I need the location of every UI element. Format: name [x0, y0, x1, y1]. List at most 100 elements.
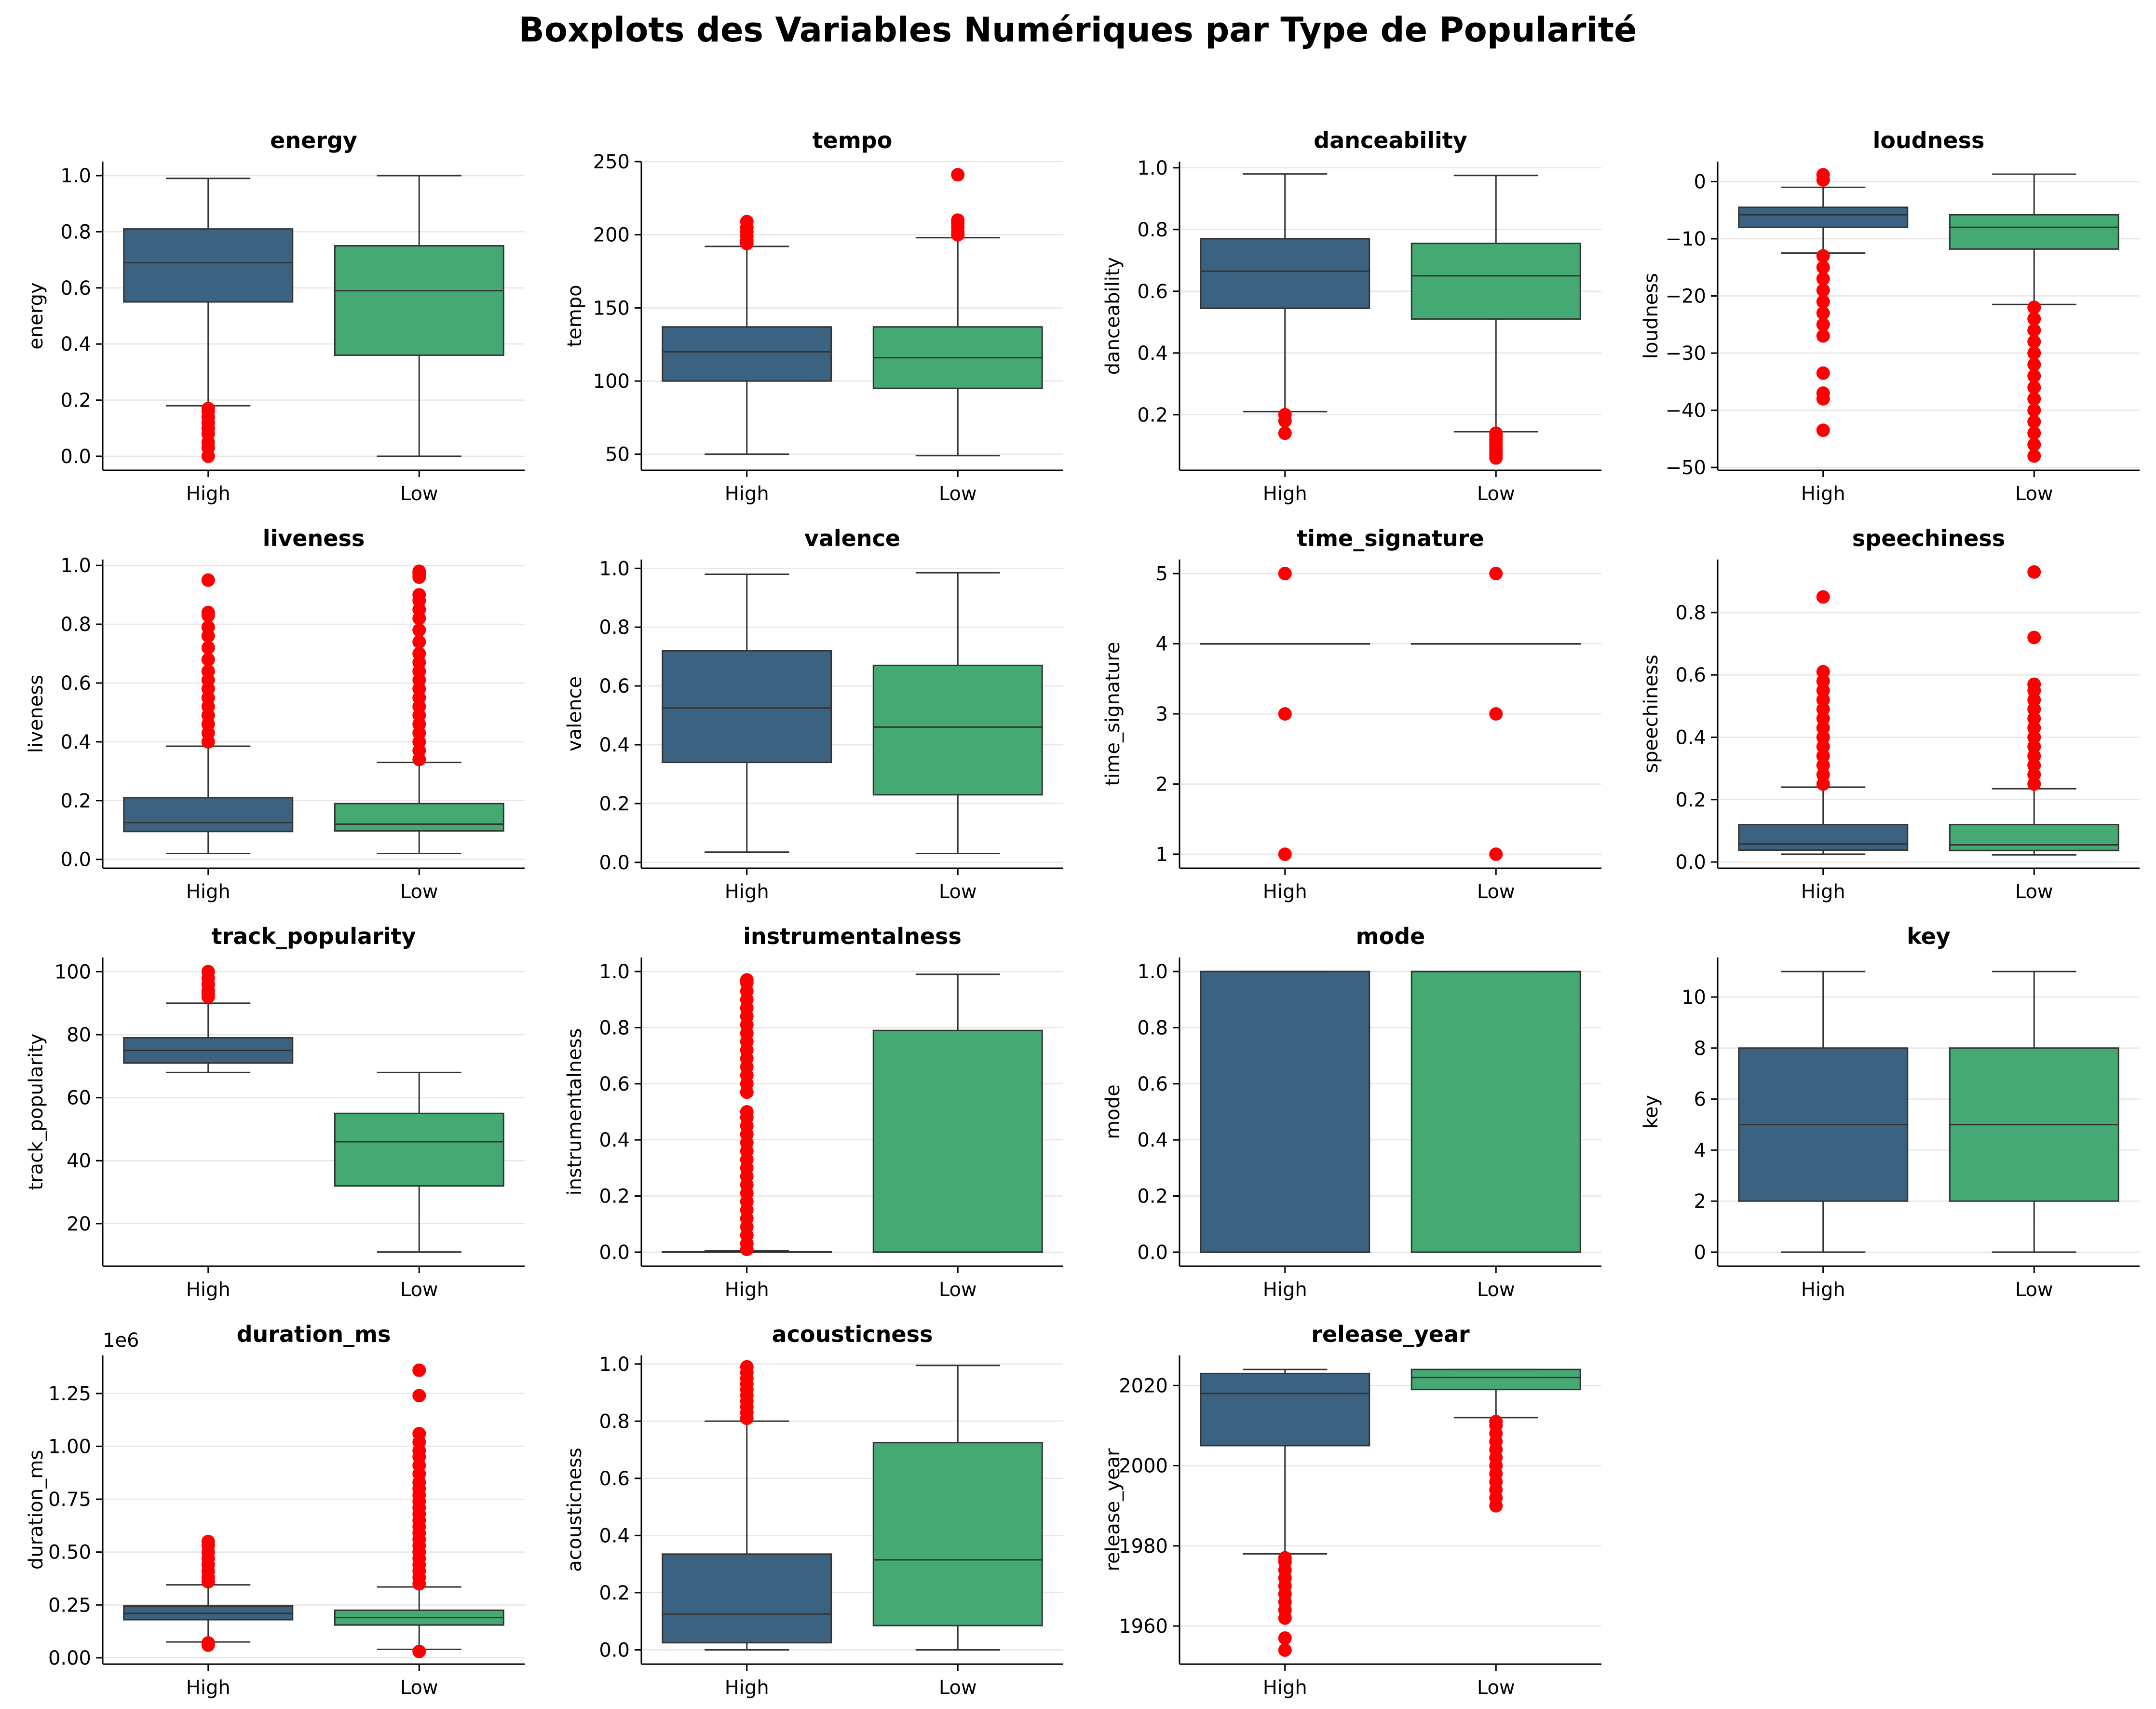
iqr-box	[334, 1112, 504, 1187]
subplot-liveness: 0.0 0.2 0.4 0.6 0.8 1.0 liveness liveness High Lo…	[25, 525, 525, 903]
y-tick-label: 1.0	[1137, 157, 1168, 179]
x-tick-label: High	[1263, 881, 1307, 903]
outlier-point	[2027, 749, 2041, 763]
box-low	[1949, 173, 2119, 463]
outlier-point	[740, 215, 754, 229]
y-tick-label: 0.4	[1675, 726, 1706, 749]
outlier-point	[1816, 665, 1830, 679]
outlier-point	[1816, 260, 1830, 274]
iqr-box	[1949, 214, 2119, 250]
outlier-point	[2027, 357, 2041, 371]
x-tick-label: High	[186, 1279, 231, 1301]
y-tick-label: 0.4	[60, 731, 91, 753]
iqr-box	[872, 1442, 1043, 1627]
outlier-point	[2027, 702, 2041, 716]
subplot-title: key	[1907, 923, 1951, 949]
y-axis-label: loudness	[1640, 273, 1662, 359]
y-tick-label: −10	[1666, 228, 1706, 250]
subplot-acousticness: 0.0 0.2 0.4 0.6 0.8 1.0 acousticness acousticne…	[564, 1321, 1063, 1699]
y-tick-label: 100	[593, 370, 630, 393]
axis-offset-label: 1e6	[103, 1329, 139, 1352]
x-tick-label: High	[1801, 1279, 1845, 1301]
outlier-point	[1816, 758, 1830, 772]
y-tick-label: 0.0	[60, 849, 91, 871]
outlier-point	[1278, 707, 1292, 721]
box-high	[123, 965, 294, 1073]
box-low	[334, 1071, 504, 1253]
outlier-point	[2027, 758, 2041, 772]
subplot-title: mode	[1356, 923, 1425, 949]
subplot-title: danceability	[1314, 127, 1467, 153]
box-high	[662, 973, 832, 1257]
y-tick-label: 2020	[1119, 1375, 1168, 1397]
outlier-point	[1816, 702, 1830, 716]
y-tick-label: 0.2	[599, 1186, 630, 1208]
y-tick-label: 1.0	[599, 558, 630, 580]
outlier-point	[1816, 306, 1830, 320]
iqr-box	[1410, 243, 1581, 320]
subplot-title: valence	[804, 525, 900, 551]
iqr-box	[334, 245, 504, 356]
y-tick-label: 1.00	[48, 1436, 91, 1458]
y-tick-label: 0.4	[60, 333, 91, 355]
y-tick-label: 0.2	[60, 790, 91, 812]
outlier-point	[1816, 366, 1830, 380]
subplot-speechiness: 0.0 0.2 0.4 0.6 0.8 speechiness speechiness Hig…	[1640, 525, 2140, 903]
outlier-point	[412, 1427, 426, 1441]
outlier-point	[740, 1105, 754, 1119]
iqr-box	[1738, 823, 1909, 851]
x-tick-label: Low	[939, 881, 977, 903]
subplot-title: speechiness	[1852, 525, 2005, 551]
y-tick-label: 0.2	[1137, 404, 1168, 426]
iqr-box	[1200, 1372, 1370, 1447]
y-axis-label: instrumentalness	[564, 1028, 586, 1196]
y-tick-label: 200	[593, 224, 630, 246]
outlier-point	[1816, 674, 1830, 688]
x-tick-label: Low	[939, 1279, 977, 1301]
x-tick-label: High	[186, 1677, 231, 1699]
subplot-time-signature: 1 2 3 4 5 time_signature time_signature High Low	[1102, 525, 1601, 903]
outlier-point	[1489, 847, 1503, 861]
y-tick-label: 3	[1156, 703, 1168, 725]
y-axis-label: liveness	[25, 675, 47, 753]
outlier-point	[1816, 272, 1830, 286]
box-high	[123, 178, 294, 463]
subplot-loudness: −50 −40 −30 −20 −10 0 loudness loudness High Low	[1640, 127, 2140, 505]
box-high	[1200, 567, 1370, 861]
outlier-point	[2027, 369, 2041, 383]
outlier-point	[2027, 565, 2041, 579]
y-tick-label: 0.0	[599, 1242, 630, 1264]
y-tick-label: 0.8	[1675, 602, 1706, 624]
outlier-point	[2027, 730, 2041, 744]
box-low	[1410, 175, 1581, 465]
x-tick-label: High	[725, 483, 769, 505]
y-tick-label: 0.8	[60, 221, 91, 243]
y-axis-label: time_signature	[1102, 642, 1124, 786]
outlier-point	[201, 664, 215, 678]
outlier-point	[1816, 329, 1830, 343]
iqr-box	[1200, 238, 1370, 309]
x-tick-label: High	[186, 483, 231, 505]
outlier-point	[740, 1360, 754, 1374]
outlier-point	[2027, 415, 2041, 429]
subplot-title: tempo	[813, 127, 893, 153]
outlier-point	[2027, 381, 2041, 395]
y-tick-label: 0	[1694, 171, 1706, 193]
y-tick-label: 0.6	[60, 672, 91, 695]
y-tick-label: 0.6	[1137, 281, 1168, 303]
outlier-point	[2027, 312, 2041, 326]
box-low	[872, 1365, 1043, 1651]
outlier-point	[1278, 426, 1292, 440]
iqr-box	[1200, 971, 1370, 1253]
iqr-box	[662, 326, 832, 382]
x-tick-label: High	[1801, 881, 1845, 903]
x-tick-label: Low	[400, 1677, 438, 1699]
y-tick-label: 0.8	[1137, 219, 1168, 241]
y-tick-label: 4	[1694, 1139, 1706, 1162]
iqr-box	[1949, 823, 2119, 851]
x-tick-label: High	[1263, 1677, 1307, 1699]
outlier-point	[1816, 386, 1830, 400]
y-tick-label: 2	[1694, 1190, 1706, 1213]
subplot-title: track_popularity	[211, 923, 416, 949]
y-axis-label: valence	[564, 676, 586, 752]
